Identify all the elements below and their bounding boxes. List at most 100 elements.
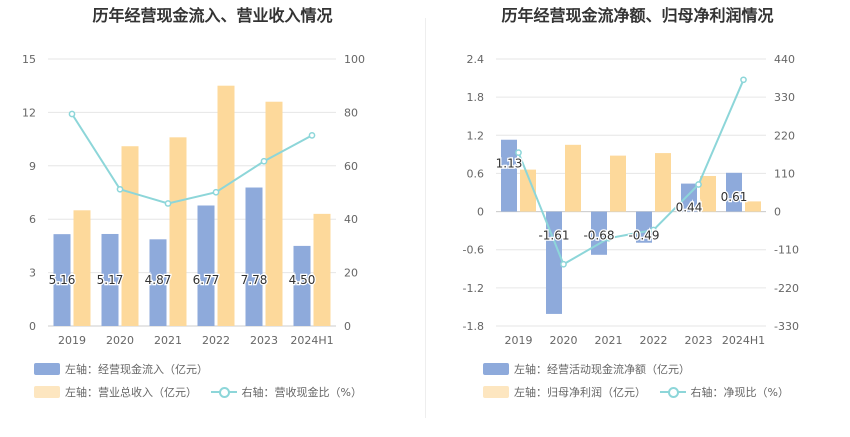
y-tick-label-right: 0 [344, 320, 351, 333]
bar-secondary [520, 169, 536, 212]
bar-data-label: 4.50 [289, 273, 316, 287]
bar-primary [501, 139, 517, 212]
legend-swatch [483, 386, 509, 398]
y-tick-label-left: 0 [477, 206, 484, 219]
y-tick-label-left: 0 [29, 320, 36, 333]
ratio-point [260, 157, 268, 165]
bar-data-label: 5.17 [97, 273, 124, 287]
ratio-point [515, 149, 522, 156]
legend-label: 左轴：营业总收入（亿元） [65, 386, 197, 399]
legend-label: 左轴：经营现金流入（亿元） [65, 363, 208, 376]
ratio-point [116, 185, 124, 193]
bar-primary [546, 211, 562, 314]
x-tick-label: 2021 [595, 334, 623, 347]
legend-item-revenue[interactable]: 左轴：营业总收入（亿元） [34, 384, 197, 400]
legend-line-swatch [659, 386, 686, 398]
bar-data-label: 7.78 [241, 273, 268, 287]
bar-primary [636, 211, 652, 243]
ratio-point [164, 200, 172, 207]
y-tick-label-left: 2.4 [467, 53, 485, 66]
y-tick-label-left: 12 [22, 106, 36, 119]
y-tick-label-right: 110 [774, 167, 795, 180]
legend-label: 左轴：经营活动现金流净额（亿元） [514, 363, 690, 376]
y-tick-label-left: 6 [29, 213, 36, 226]
x-tick-label: 2023 [250, 334, 278, 347]
legend-swatch [34, 386, 60, 398]
panel-divider [425, 18, 426, 418]
chart-right-svg: -1.8 -1.2 -0.6 0 0.6 1.2 1.8 2.4 -330 -220 -110 0 11… [463, 53, 799, 347]
legend-swatch [34, 363, 60, 375]
x-tick-label: 2022 [202, 334, 230, 347]
y-tick-label-left: 9 [29, 160, 36, 173]
y-tick-label-right: 0 [774, 206, 781, 219]
ratio-point [308, 132, 316, 139]
bar-data-label: 0.44 [676, 201, 703, 215]
legend-item-ratio[interactable]: 右轴：营收现金比（%） [210, 384, 362, 400]
y-tick-label-right: 100 [344, 53, 365, 66]
legend-row-2: 左轴：营业总收入（亿元） 右轴：营收现金比（%） [34, 384, 372, 401]
legend-item-cash-ratio[interactable]: 右轴：净现比（%） [659, 384, 789, 400]
x-tick-label: 2019 [58, 334, 86, 347]
y-tick-label-right: 80 [344, 106, 358, 119]
legend-label: 右轴：营收现金比（%） [241, 386, 362, 399]
legend-label: 右轴：净现比（%） [690, 386, 789, 399]
bar-secondary [610, 155, 626, 212]
ratio-point [68, 110, 76, 118]
y-tick-label-left: 0.6 [467, 167, 485, 180]
ratio-point [650, 226, 657, 234]
bar-data-label: 0.61 [721, 190, 748, 204]
y-tick-label-right: 220 [774, 129, 795, 142]
x-tick-label: 2019 [505, 334, 533, 347]
bar-primary [197, 205, 215, 326]
bar-data-label: -1.61 [538, 229, 569, 243]
bar-primary [53, 234, 71, 326]
y-tick-label-left: -0.6 [463, 244, 484, 257]
y-tick-label-left: 15 [22, 53, 36, 66]
bar-data-label: -0.49 [628, 229, 659, 243]
bar-data-label: 1.13 [496, 157, 523, 171]
legend-row-1: 左轴：经营现金流入（亿元） [34, 361, 218, 378]
ratio-point [212, 188, 220, 196]
y-tick-label-right: 60 [344, 160, 358, 173]
bar-secondary [73, 210, 91, 326]
bar-primary [245, 187, 263, 326]
bar-primary [293, 245, 311, 326]
chart-left-svg: 0 3 6 9 12 15 0 20 40 60 80 100 2019 2020 2021 2022 2023… [22, 53, 365, 347]
legend-item-net-profit[interactable]: 左轴：归母净利润（亿元） [483, 384, 646, 400]
legend-item-net-cash[interactable]: 左轴：经营活动现金流净额（亿元） [483, 361, 690, 377]
ratio-line [71, 113, 313, 205]
y-tick-label-left: -1.2 [463, 282, 484, 295]
y-tick-label-right: 20 [344, 267, 358, 280]
bar-data-label: 6.77 [193, 273, 220, 287]
legend-line-swatch [210, 386, 237, 398]
y-tick-label-right: 440 [774, 53, 795, 66]
bar-secondary [565, 144, 581, 212]
bar-primary [101, 233, 119, 326]
ratio-point [605, 234, 612, 242]
chart-title: 历年经营现金流入、营业收入情况 [92, 6, 333, 25]
bar-secondary [700, 175, 716, 212]
y-tick-label-right: -220 [774, 282, 799, 295]
chart-title: 历年经营现金流净额、归母净利润情况 [501, 6, 774, 25]
bar-primary [149, 239, 167, 326]
y-tick-label-left: 1.2 [467, 129, 485, 142]
bar-secondary [121, 146, 139, 326]
x-tick-label: 2022 [640, 334, 668, 347]
y-tick-label-right: 40 [344, 213, 358, 226]
bar-secondary [655, 153, 671, 212]
legend-item-cash-inflow[interactable]: 左轴：经营现金流入（亿元） [34, 361, 208, 377]
ratio-point [560, 260, 567, 268]
bar-secondary [745, 201, 761, 212]
x-tick-label: 2021 [154, 334, 182, 347]
bar-secondary [169, 137, 187, 326]
x-tick-label: 2020 [106, 334, 134, 347]
bar-primary [591, 211, 607, 255]
ratio-line [517, 79, 745, 266]
x-tick-label: 2024H1 [722, 334, 765, 347]
legend-row-2: 左轴：归母净利润（亿元） 右轴：净现比（%） [483, 384, 799, 401]
y-tick-label-right: -110 [774, 244, 799, 257]
legend-row-1: 左轴：经营活动现金流净额（亿元） [483, 361, 700, 378]
bar-data-label: 5.16 [49, 273, 76, 287]
x-tick-label: 2020 [550, 334, 578, 347]
y-tick-label-left: 1.8 [467, 91, 485, 104]
